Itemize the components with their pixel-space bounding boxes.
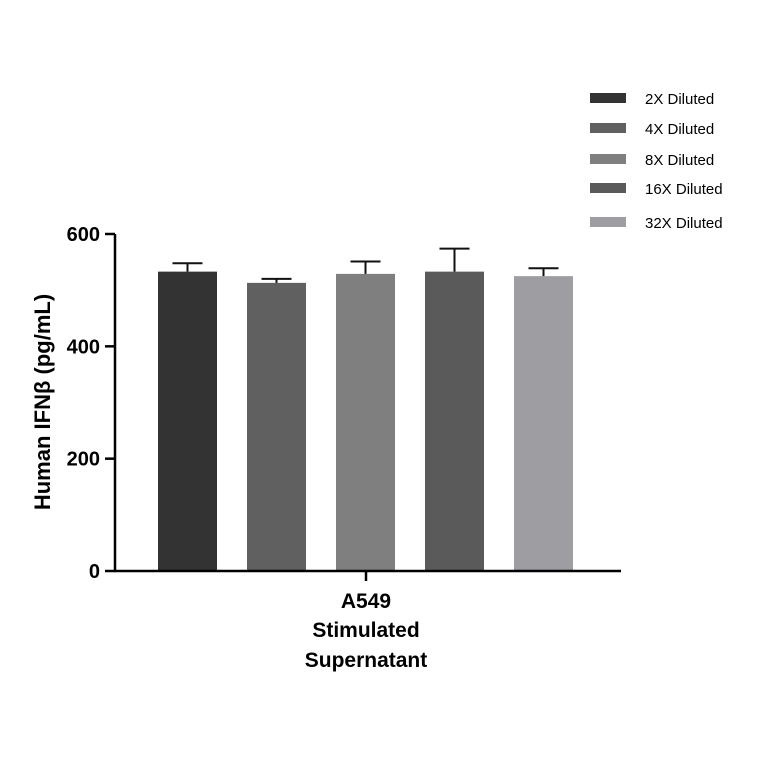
x-category-line-3: Supernatant	[305, 649, 428, 672]
y-ticks-group: 0 200 400 600	[67, 224, 115, 583]
bar-5	[514, 276, 573, 571]
bars-group	[158, 271, 573, 571]
y-axis-label: Human IFNβ (pg/mL)	[30, 294, 55, 510]
x-axis	[114, 569, 621, 581]
legend-label: 2X Diluted	[645, 91, 714, 108]
bar-4	[425, 271, 484, 571]
legend-label: 4X Diluted	[645, 121, 714, 138]
legend-label: 16X Diluted	[645, 181, 723, 198]
x-category-line-1: A549	[341, 590, 391, 613]
y-tick-label: 400	[67, 336, 100, 358]
bar-1	[158, 271, 217, 571]
legend: 2X Diluted 4X Diluted 8X Diluted 16X Dilute…	[590, 91, 723, 232]
legend-swatch	[590, 93, 626, 103]
legend-swatch	[590, 217, 626, 227]
bar-3	[336, 273, 395, 571]
legend-label: 8X Diluted	[645, 152, 714, 169]
y-tick-label: 0	[89, 561, 100, 583]
legend-swatch	[590, 123, 626, 133]
y-tick-label: 600	[67, 224, 100, 246]
bar-2	[247, 282, 306, 571]
legend-swatch	[590, 183, 626, 193]
error-bars-group	[172, 247, 559, 283]
x-category-label: A549 Stimulated Supernatant	[305, 590, 428, 672]
x-category-line-2: Stimulated	[312, 619, 419, 642]
legend-swatch	[590, 154, 626, 164]
legend-label: 32X Diluted	[645, 215, 723, 232]
y-tick-label: 200	[67, 449, 100, 471]
